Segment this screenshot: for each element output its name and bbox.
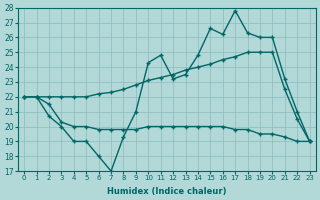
X-axis label: Humidex (Indice chaleur): Humidex (Indice chaleur) bbox=[107, 187, 227, 196]
